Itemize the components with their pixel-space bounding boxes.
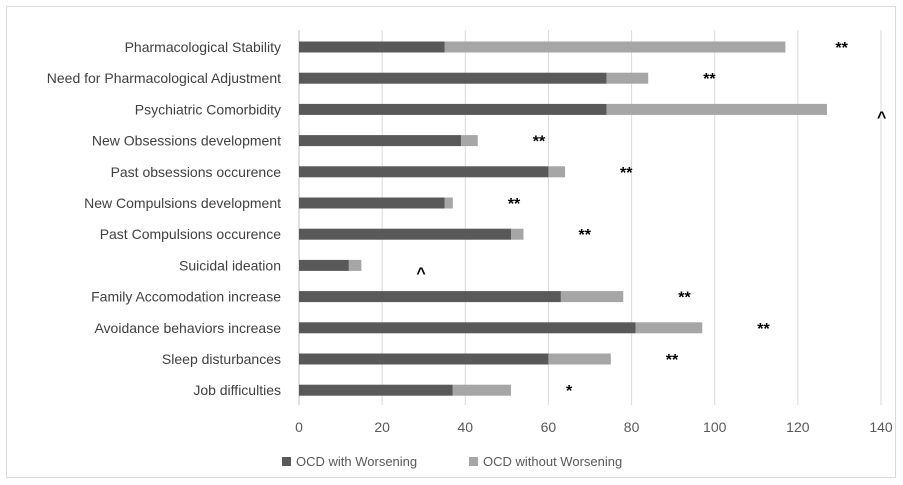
bar-with-worsening: [299, 322, 636, 334]
x-axis-ticks: 0 20 40 60 80 100 120 140: [295, 419, 893, 435]
significance-mark: **: [508, 196, 521, 213]
x-tick-label: 140: [869, 419, 893, 435]
bar-with-worsening: [299, 353, 549, 365]
significance-mark: **: [835, 40, 848, 57]
chart-frame: [6, 6, 896, 478]
category-label: New Obsessions development: [92, 133, 281, 149]
bar-with-worsening: [299, 259, 349, 271]
bar-with-worsening: [299, 103, 607, 115]
significance-mark: **: [578, 227, 591, 244]
bar-with-worsening: [299, 41, 445, 53]
legend-label-without-worsening: OCD without Worsening: [483, 454, 622, 469]
category-label: Psychiatric Comorbidity: [135, 101, 281, 117]
significance-mark: **: [757, 321, 770, 338]
bar-with-worsening: [299, 72, 607, 84]
x-tick-label: 40: [457, 419, 473, 435]
category-label: Sleep disturbances: [162, 351, 281, 367]
category-label: Pharmacological Stability: [125, 39, 281, 55]
bar-without-worsening: [635, 322, 703, 334]
category-label: Need for Pharmacological Adjustment: [47, 70, 281, 86]
legend-swatch-without-worsening: [469, 457, 478, 466]
category-label: Suicidal ideation: [179, 257, 281, 273]
legend: OCD with Worsening OCD without Worsening: [282, 454, 622, 469]
bar-without-worsening: [606, 72, 649, 84]
x-tick-label: 100: [703, 419, 727, 435]
category-label: Avoidance behaviors increase: [94, 320, 281, 336]
bar-without-worsening: [444, 197, 453, 209]
significance-annotations: ****^********^*******: [416, 40, 886, 400]
significance-mark: **: [678, 290, 691, 307]
bar-without-worsening: [444, 41, 786, 53]
category-label: Past Compulsions occurence: [100, 226, 282, 242]
bar-without-worsening: [511, 228, 524, 240]
significance-mark: *: [566, 383, 573, 400]
bar-with-worsening: [299, 384, 453, 396]
category-label: Past obsessions occurence: [111, 164, 282, 180]
bar-without-worsening: [461, 135, 478, 147]
bar-without-worsening: [548, 166, 566, 178]
legend-label-with-worsening: OCD with Worsening: [296, 454, 417, 469]
bars: [299, 41, 827, 396]
bar-without-worsening: [348, 259, 362, 271]
category-label: Job difficulties: [193, 382, 281, 398]
significance-mark: **: [666, 352, 679, 369]
gridlines: [298, 30, 882, 405]
bar-with-worsening: [299, 197, 445, 209]
bar-with-worsening: [299, 166, 549, 178]
bar-without-worsening: [548, 353, 611, 365]
significance-mark: ^: [877, 109, 886, 126]
bar-with-worsening: [299, 228, 512, 240]
significance-mark: **: [703, 71, 716, 88]
bar-without-worsening: [452, 384, 512, 396]
x-tick-label: 20: [374, 419, 390, 435]
significance-mark: ^: [416, 265, 425, 282]
x-tick-label: 60: [541, 419, 557, 435]
significance-mark: **: [620, 165, 633, 182]
legend-swatch-with-worsening: [282, 457, 291, 466]
bar-without-worsening: [606, 103, 827, 115]
x-tick-label: 120: [786, 419, 810, 435]
significance-mark: **: [533, 134, 546, 151]
bar-with-worsening: [299, 291, 561, 303]
category-label: New Compulsions development: [84, 195, 281, 211]
bar-with-worsening: [299, 135, 462, 147]
x-tick-label: 80: [624, 419, 640, 435]
bar-without-worsening: [560, 291, 624, 303]
category-labels: Pharmacological Stability Need for Pharma…: [47, 39, 281, 398]
x-tick-label: 0: [295, 419, 303, 435]
category-label: Family Accomodation increase: [91, 289, 281, 305]
